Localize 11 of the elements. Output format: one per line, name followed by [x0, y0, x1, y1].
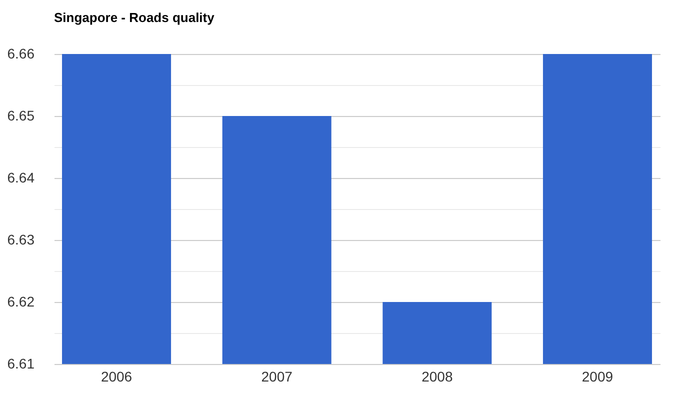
- y-tick-label: 6.61: [7, 356, 35, 372]
- x-tick-label: 2007: [261, 368, 293, 384]
- chart-title: Singapore - Roads quality: [54, 10, 216, 25]
- x-tick-label: 2008: [422, 368, 453, 384]
- y-tick-label: 6.64: [7, 170, 35, 186]
- x-tick-label: 2006: [100, 368, 132, 384]
- y-tick-label: 6.63: [7, 232, 35, 248]
- y-tick-label: 6.66: [7, 46, 35, 62]
- y-tick-label: 6.62: [7, 294, 35, 310]
- x-tick-label: 2009: [582, 368, 614, 384]
- y-tick-label: 6.65: [7, 108, 35, 124]
